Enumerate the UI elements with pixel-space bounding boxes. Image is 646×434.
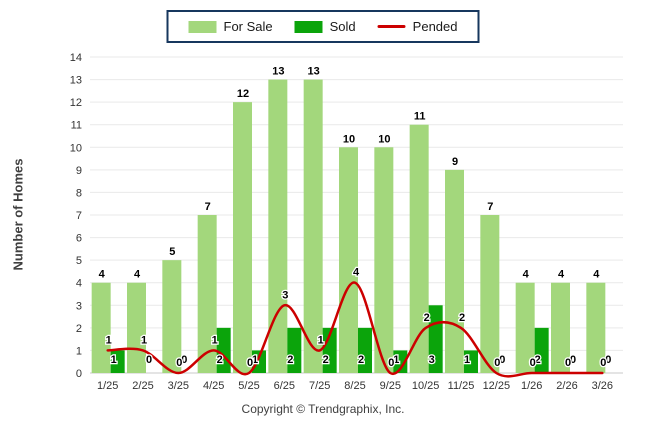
legend-item-pended: Pended [377,19,458,34]
svg-text:1: 1 [111,354,117,366]
svg-text:12: 12 [237,88,249,100]
svg-text:1/25: 1/25 [97,380,118,392]
svg-text:2/26: 2/26 [556,380,577,392]
svg-text:4: 4 [593,269,600,281]
svg-text:1/26: 1/26 [521,380,542,392]
svg-text:5: 5 [76,255,82,267]
svg-text:7: 7 [205,201,211,213]
svg-text:11: 11 [71,120,82,132]
svg-text:0: 0 [565,357,571,369]
y-axis-title: Number of Homes [10,158,26,271]
svg-text:2: 2 [459,312,465,324]
svg-text:0: 0 [530,357,536,369]
svg-text:3: 3 [282,289,288,301]
svg-text:12/25: 12/25 [483,380,511,392]
copyright-text: Copyright © Trendgraphix, Inc. [241,402,405,416]
svg-text:2: 2 [217,354,223,366]
svg-text:4: 4 [76,278,82,290]
svg-text:1: 1 [464,354,470,366]
svg-text:4/25: 4/25 [203,380,224,392]
svg-text:3/26: 3/26 [592,380,613,392]
svg-text:1: 1 [318,334,324,346]
svg-text:11/25: 11/25 [448,380,475,392]
legend-label-pended: Pended [412,19,458,34]
svg-text:2/25: 2/25 [132,380,153,392]
svg-text:7: 7 [76,210,82,222]
svg-text:1: 1 [106,334,112,346]
svg-text:0: 0 [499,354,505,366]
svg-text:1: 1 [141,334,147,346]
svg-text:3: 3 [429,354,435,366]
svg-text:0: 0 [570,354,576,366]
pended-line-swatch-icon [377,25,406,28]
svg-text:3: 3 [76,300,82,312]
svg-text:0: 0 [247,357,253,369]
svg-text:13: 13 [272,66,284,78]
svg-text:4: 4 [558,269,565,281]
sold-swatch-icon [294,20,323,33]
svg-text:1: 1 [212,334,218,346]
svg-text:0: 0 [176,357,182,369]
svg-text:4: 4 [353,267,360,279]
svg-text:2: 2 [323,354,329,366]
svg-text:13: 13 [308,66,320,78]
svg-text:8: 8 [76,187,82,199]
svg-text:0: 0 [605,354,611,366]
legend-item-for-sale: For Sale [188,19,273,34]
svg-text:5/25: 5/25 [238,380,259,392]
svg-text:1: 1 [393,354,399,366]
svg-text:7: 7 [487,201,493,213]
svg-text:4: 4 [99,269,106,281]
svg-text:12: 12 [70,97,82,109]
svg-text:2: 2 [535,354,541,366]
svg-text:7/25: 7/25 [309,380,330,392]
svg-text:8/25: 8/25 [344,380,365,392]
svg-text:9: 9 [76,165,82,177]
svg-text:14: 14 [70,52,82,64]
svg-text:0: 0 [76,368,82,380]
svg-text:4: 4 [523,269,530,281]
svg-text:3/25: 3/25 [168,380,189,392]
svg-text:1: 1 [76,345,82,357]
svg-text:1: 1 [252,354,258,366]
svg-text:6: 6 [76,233,82,245]
svg-text:13: 13 [70,75,82,87]
svg-text:2: 2 [76,323,82,335]
svg-text:10: 10 [378,133,390,145]
svg-text:10: 10 [343,133,355,145]
svg-text:0: 0 [146,354,152,366]
legend-item-sold: Sold [294,19,356,34]
legend: For Sale Sold Pended [166,10,480,43]
svg-text:2: 2 [424,312,430,324]
svg-text:0: 0 [181,354,187,366]
legend-label-sold: Sold [329,19,356,34]
svg-text:10/25: 10/25 [412,380,440,392]
svg-text:4: 4 [134,269,141,281]
svg-text:10: 10 [70,142,82,154]
svg-text:2: 2 [358,354,364,366]
svg-text:0: 0 [388,357,394,369]
svg-text:6/25: 6/25 [274,380,295,392]
svg-text:11: 11 [414,111,426,123]
svg-text:9/25: 9/25 [380,380,401,392]
svg-text:2: 2 [287,354,293,366]
svg-text:0: 0 [494,357,500,369]
svg-text:9: 9 [452,156,458,168]
for-sale-swatch-icon [188,20,217,33]
svg-text:5: 5 [169,246,175,258]
legend-label-for-sale: For Sale [223,19,273,34]
svg-text:0: 0 [600,357,606,369]
